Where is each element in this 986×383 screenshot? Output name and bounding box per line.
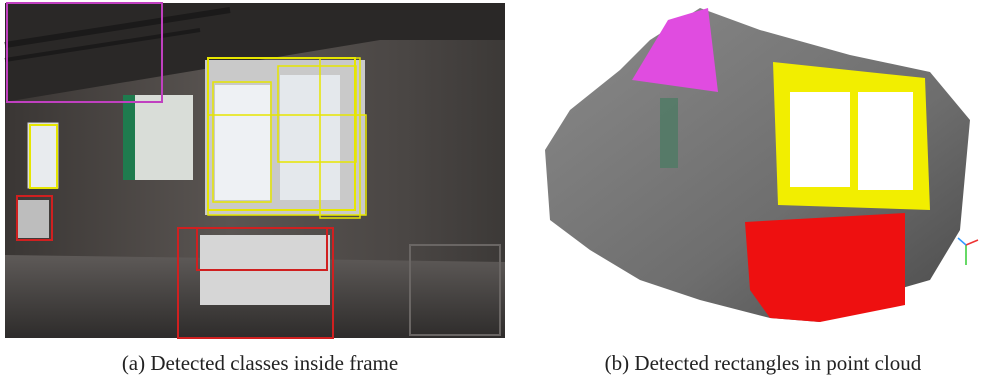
caption: (a) Detected classes inside frame [122, 351, 398, 375]
pointcloud-panel [545, 8, 978, 322]
window-pane [280, 75, 340, 200]
small-window [28, 123, 58, 188]
radiator [17, 200, 49, 238]
poster-points [660, 98, 678, 168]
window-hole [858, 92, 913, 190]
window-hole [790, 92, 850, 187]
poster-band [123, 95, 135, 180]
caption: (b) Detected rectangles in point cloud [605, 351, 922, 375]
figure: (a) Detected classes inside frame (b) De… [0, 0, 986, 383]
red-plane [745, 213, 905, 322]
photo-panel [5, 3, 505, 338]
axis-gizmo [966, 240, 978, 245]
window-pane [215, 85, 270, 200]
axis-gizmo [958, 238, 966, 245]
